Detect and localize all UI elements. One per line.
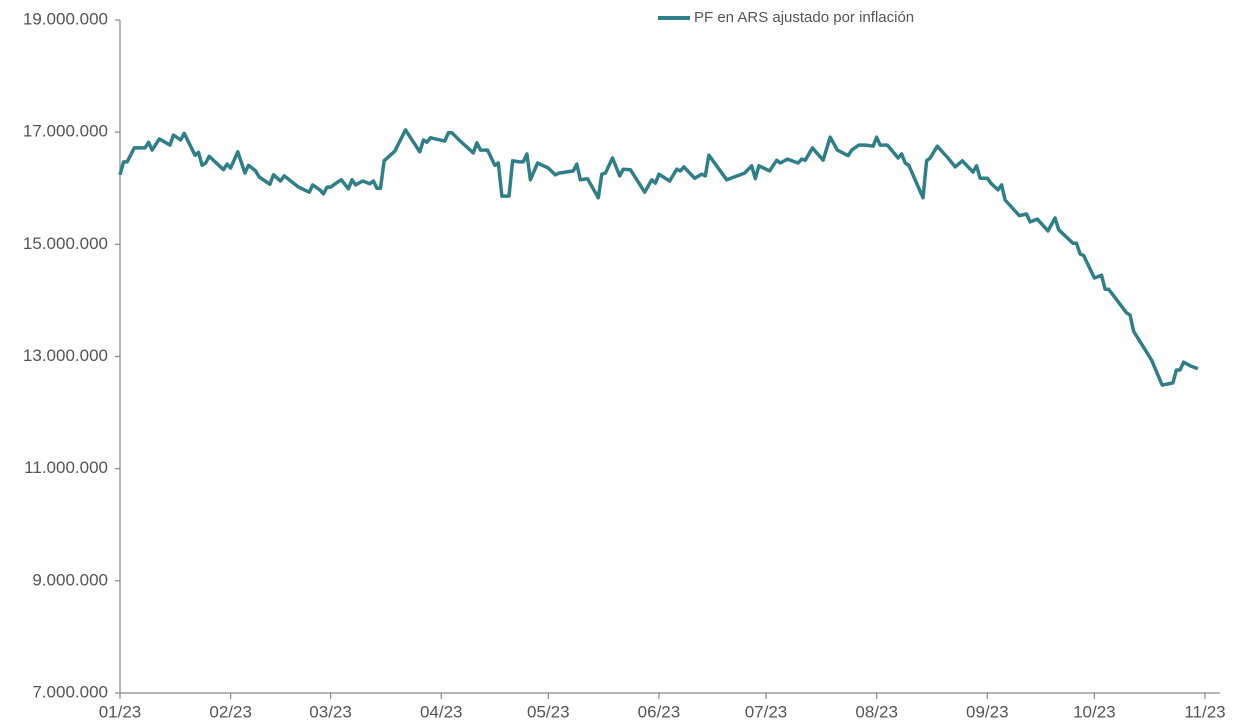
y-tick-label: 13.000.000 <box>23 346 108 365</box>
y-tick-label: 7.000.000 <box>32 682 108 701</box>
y-tick-label: 17.000.000 <box>23 122 108 141</box>
y-tick-label: 11.000.000 <box>24 458 108 477</box>
x-tick-label: 08/23 <box>855 702 898 721</box>
x-tick-label: 03/23 <box>309 702 352 721</box>
x-tick-label: 09/23 <box>966 702 1009 721</box>
x-tick-label: 04/23 <box>420 702 463 721</box>
x-tick-label: 05/23 <box>527 702 570 721</box>
x-tick-label: 11/23 <box>1184 702 1225 721</box>
x-tick-label: 02/23 <box>209 702 252 721</box>
x-tick-label: 07/23 <box>745 702 788 721</box>
x-tick-label: 06/23 <box>638 702 681 721</box>
data-line <box>118 128 1199 387</box>
x-tick-label: 01/23 <box>99 702 142 721</box>
y-tick-label: 15.000.000 <box>23 234 108 253</box>
y-tick-label: 9.000.000 <box>32 570 108 589</box>
legend-label: PF en ARS ajustado por inflación <box>694 9 914 26</box>
x-tick-label: 10/23 <box>1073 702 1116 721</box>
y-tick-label: 19.000.000 <box>23 9 108 28</box>
